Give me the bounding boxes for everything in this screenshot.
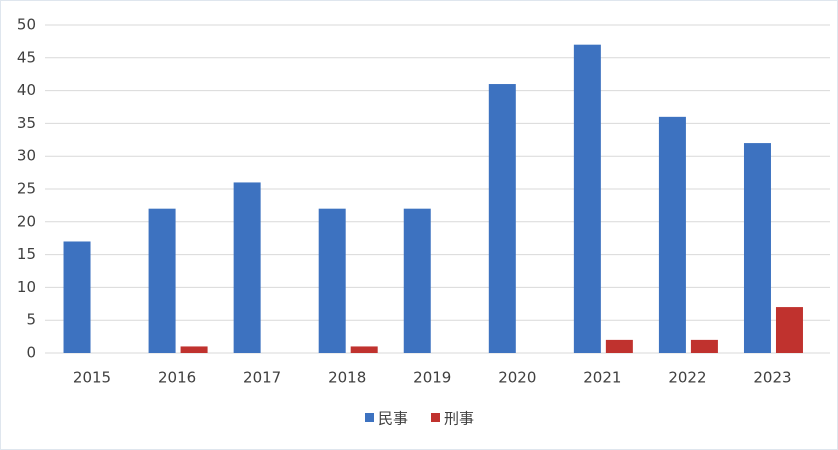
bar bbox=[775, 307, 803, 353]
y-tick-label: 25 bbox=[17, 180, 36, 198]
y-tick-label: 30 bbox=[17, 147, 36, 165]
bar bbox=[403, 208, 431, 353]
x-tick-label: 2020 bbox=[498, 369, 536, 387]
bar bbox=[63, 241, 91, 353]
bar bbox=[573, 44, 601, 354]
x-tick-label: 2022 bbox=[668, 369, 706, 387]
x-tick-label: 2017 bbox=[243, 369, 281, 387]
bar bbox=[180, 346, 208, 353]
y-tick-label: 15 bbox=[17, 245, 36, 263]
bar bbox=[658, 116, 686, 353]
bar bbox=[605, 339, 633, 353]
x-tick-label: 2023 bbox=[753, 369, 791, 387]
legend-swatch bbox=[365, 413, 374, 422]
y-tick-label: 10 bbox=[17, 278, 36, 296]
legend-swatch bbox=[431, 413, 440, 422]
y-tick-label: 45 bbox=[17, 48, 36, 66]
y-tick-label: 5 bbox=[26, 311, 36, 329]
x-tick-label: 2016 bbox=[158, 369, 196, 387]
bar bbox=[148, 208, 176, 353]
y-tick-label: 50 bbox=[17, 16, 36, 34]
x-tick-label: 2015 bbox=[73, 369, 111, 387]
bar bbox=[690, 339, 718, 353]
x-tick-label: 2021 bbox=[583, 369, 621, 387]
y-tick-label: 35 bbox=[17, 114, 36, 132]
bar bbox=[488, 84, 516, 353]
bar bbox=[318, 208, 346, 353]
legend-label: 民事 bbox=[378, 410, 408, 428]
legend-label: 刑事 bbox=[444, 410, 474, 428]
y-tick-label: 40 bbox=[17, 81, 36, 99]
bar bbox=[350, 346, 378, 353]
y-tick-label: 0 bbox=[26, 344, 36, 362]
bar bbox=[743, 143, 771, 353]
x-tick-label: 2019 bbox=[413, 369, 451, 387]
bar bbox=[233, 182, 261, 353]
x-tick-label: 2018 bbox=[328, 369, 366, 387]
y-tick-label: 20 bbox=[17, 212, 36, 230]
